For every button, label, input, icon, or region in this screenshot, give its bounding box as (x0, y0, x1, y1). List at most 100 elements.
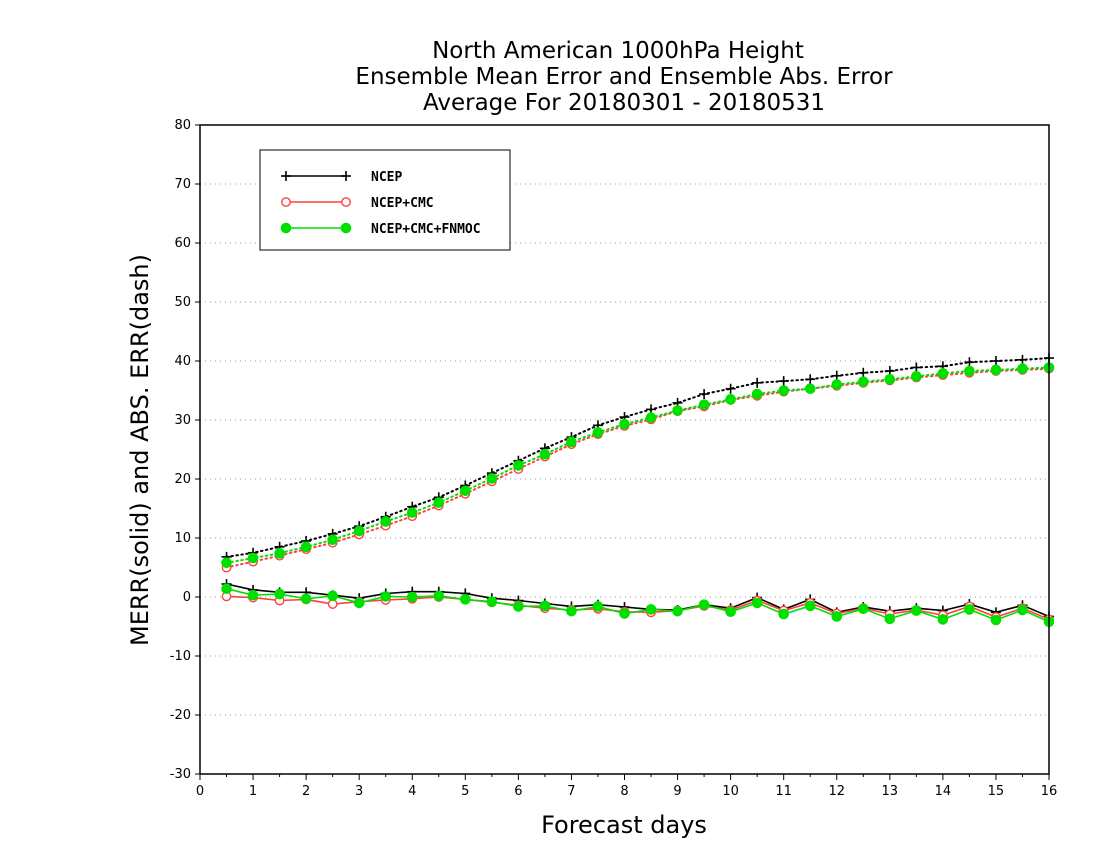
y-tick-label: 30 (174, 413, 191, 428)
ncep-cmc-fnmoc-abs-err-point (990, 364, 1002, 376)
ncep-cmc-fnmoc-merr-point (911, 605, 922, 616)
ncep-cmc-fnmoc-abs-err-point (911, 371, 922, 382)
ncep-cmc-fnmoc-abs-err-point (406, 507, 418, 518)
x-tick-label: 16 (1041, 784, 1058, 799)
ncep-cmc-fnmoc-merr-point (645, 604, 657, 615)
x-tick-label: 6 (514, 784, 522, 799)
x-tick-label: 9 (673, 784, 681, 799)
ncep-cmc-fnmoc-abs-err-point (964, 365, 975, 377)
legend-label: NCEP (371, 170, 402, 185)
ncep-abs-err-point (964, 357, 975, 368)
ncep-cmc-fnmoc-merr-point (884, 613, 896, 625)
ncep-abs-err-line (225, 357, 1050, 558)
ncep-abs-err-point (990, 356, 1001, 366)
ncep-abs-err-point (778, 376, 789, 387)
y-tick-label: 60 (174, 236, 191, 251)
x-tick-label: 15 (988, 784, 1005, 799)
ncep-abs-err-point (725, 383, 736, 394)
ncep-cmc-fnmoc-merr-point (672, 605, 683, 617)
ncep-cmc-fnmoc-merr-point (433, 590, 445, 602)
ncep-cmc-fnmoc-abs-err-point (778, 385, 789, 396)
x-tick-label: 2 (302, 784, 310, 799)
y-tick-label: 20 (174, 472, 191, 487)
ncep-cmc-fnmoc-merr-point (221, 583, 232, 595)
y-tick-label: 0 (183, 590, 191, 605)
ncep-cmc-fnmoc-merr-point (539, 600, 551, 612)
ncep-cmc-fnmoc-abs-err-point (698, 399, 710, 410)
ncep-abs-err-point (699, 389, 710, 400)
ncep-cmc-fnmoc-abs-err-point (353, 525, 365, 537)
ncep-cmc-fnmoc-abs-err-point (274, 548, 285, 559)
ncep-cmc-fnmoc-merr-point (857, 603, 869, 615)
ncep-cmc-fnmoc-merr-point (619, 608, 630, 619)
ncep-cmc-fnmoc-abs-err-point (566, 436, 577, 448)
ncep-cmc-fnmoc-merr-point (513, 601, 524, 612)
ncep-cmc-fnmoc-merr-point (406, 591, 418, 603)
ncep-cmc-fnmoc-abs-err-point (751, 388, 763, 400)
y-tick-label: 50 (174, 295, 191, 310)
x-tick-label: 14 (935, 784, 952, 799)
x-tick-label: 0 (196, 784, 204, 799)
ncep-cmc-fnmoc-merr-point (460, 594, 471, 605)
ncep-cmc-fnmoc-merr-point (300, 593, 312, 605)
x-tick-label: 11 (775, 784, 792, 799)
x-tick-label: 3 (355, 784, 363, 799)
title-line-2: Ensemble Mean Error and Ensemble Abs. Er… (355, 64, 893, 90)
legend-marker (281, 197, 291, 207)
series-layer (221, 353, 1055, 628)
legend-marker (340, 222, 352, 234)
legend-box (259, 149, 511, 251)
ncep-cmc-fnmoc-merr-point (1017, 604, 1028, 616)
y-tick-label: 80 (174, 118, 191, 133)
y-tick-label: -10 (170, 649, 191, 664)
legend-marker (280, 222, 292, 234)
y-tick-label: 40 (174, 354, 191, 369)
x-tick-label: 5 (461, 784, 469, 799)
y-tick-label: -20 (170, 708, 191, 723)
ncep-cmc-fnmoc-merr-point (990, 614, 1002, 626)
ncep-cmc-fnmoc-abs-err-point (857, 376, 869, 387)
ncep-cmc-fnmoc-merr-point (831, 611, 843, 622)
ncep-cmc-fnmoc-merr-point (778, 608, 789, 620)
x-tick-label: 13 (882, 784, 899, 799)
ncep-cmc-fnmoc-merr-point (725, 606, 736, 618)
ncep-abs-err-point (752, 377, 763, 388)
ncep-cmc-fnmoc-abs-err-point (327, 534, 338, 546)
ncep-cmc-fnmoc-merr-point (274, 588, 285, 600)
title-line-3: Average For 20180301 - 20180531 (423, 90, 825, 116)
ncep-cmc-fnmoc-merr-point (247, 589, 259, 601)
ncep-cmc-fnmoc-merr-point (327, 590, 338, 602)
ncep-cmc-fnmoc-abs-err-point (804, 383, 816, 395)
ncep-cmc-fnmoc-merr-point (804, 600, 816, 612)
ncep-cmc-merr-point (327, 599, 338, 609)
ncep-cmc-fnmoc-abs-err-point (937, 368, 949, 379)
ncep-cmc-fnmoc-abs-err-point (486, 473, 498, 484)
legend-marker (281, 171, 291, 181)
ncep-cmc-fnmoc-abs-err-point (433, 497, 445, 508)
title-line-1: North American 1000hPa Height (432, 38, 804, 64)
gridlines (200, 183, 1049, 716)
ncep-abs-err-point (831, 370, 842, 381)
y-tick-label: 70 (174, 177, 191, 192)
x-tick-label: 1 (249, 784, 257, 799)
x-tick-label: 7 (567, 784, 575, 799)
y-tick-label: -30 (170, 767, 191, 782)
ncep-cmc-fnmoc-abs-err-point (247, 552, 259, 564)
ncep-cmc-fnmoc-abs-err-point (831, 379, 843, 390)
ncep-cmc-fnmoc-abs-err-point (1017, 363, 1028, 374)
chart-title: North American 1000hPa Height Ensemble M… (355, 38, 893, 116)
ncep-cmc-fnmoc-abs-err-point (592, 427, 604, 438)
ncep-cmc-fnmoc-merr-point (592, 601, 604, 612)
ncep-cmc-fnmoc-merr-point (353, 597, 365, 609)
ncep-cmc-fnmoc-abs-err-point (884, 373, 896, 385)
ncep-abs-err-point (1017, 354, 1028, 365)
legend-label: NCEP+CMC+FNMOC (371, 222, 481, 237)
ncep-abs-err-point (805, 374, 816, 385)
ncep-cmc-fnmoc-merr-line (226, 587, 1050, 623)
ncep-cmc-fnmoc-merr-point (380, 591, 392, 602)
x-tick-label: 4 (408, 784, 416, 799)
ncep-cmc-fnmoc-merr-point (566, 605, 577, 617)
ncep-cmc-fnmoc-abs-err-point (672, 405, 683, 416)
ncep-cmc-fnmoc-merr-point (937, 614, 949, 625)
